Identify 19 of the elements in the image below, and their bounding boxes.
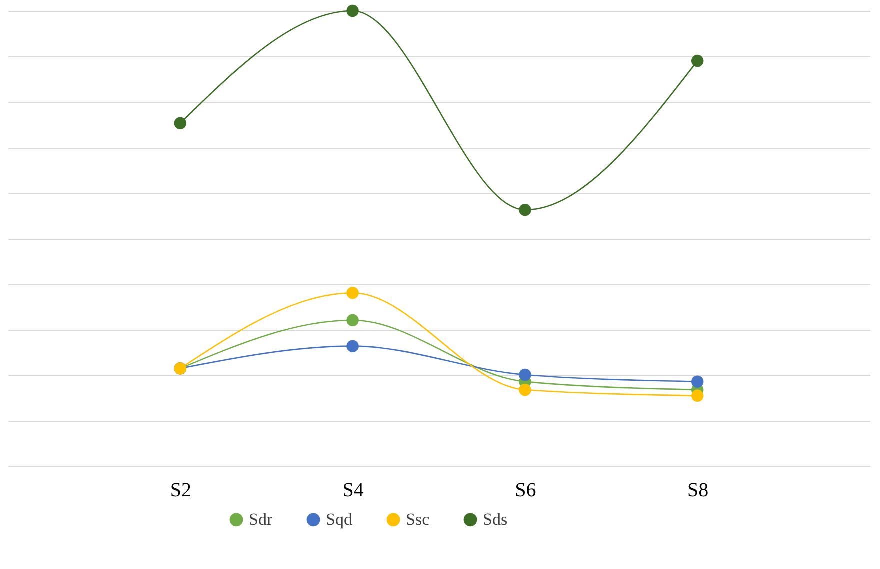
x-tick-label: S6 <box>515 480 536 502</box>
point <box>519 368 532 382</box>
x-tick-label: S8 <box>688 480 709 502</box>
point <box>691 390 704 402</box>
point <box>519 384 532 396</box>
point <box>691 54 704 68</box>
point <box>346 340 359 352</box>
legend-label: Sds <box>483 510 508 529</box>
point <box>691 376 704 388</box>
legend-label: Sdr <box>249 510 273 529</box>
x-tick-label: S2 <box>170 480 192 502</box>
point <box>346 314 359 327</box>
point <box>346 4 359 18</box>
point <box>519 204 532 216</box>
x-tick-label: S4 <box>342 480 364 502</box>
point <box>174 117 187 130</box>
legend-label: Sqd <box>326 510 353 529</box>
point <box>346 286 359 300</box>
legend-label: Ssc <box>406 510 430 529</box>
